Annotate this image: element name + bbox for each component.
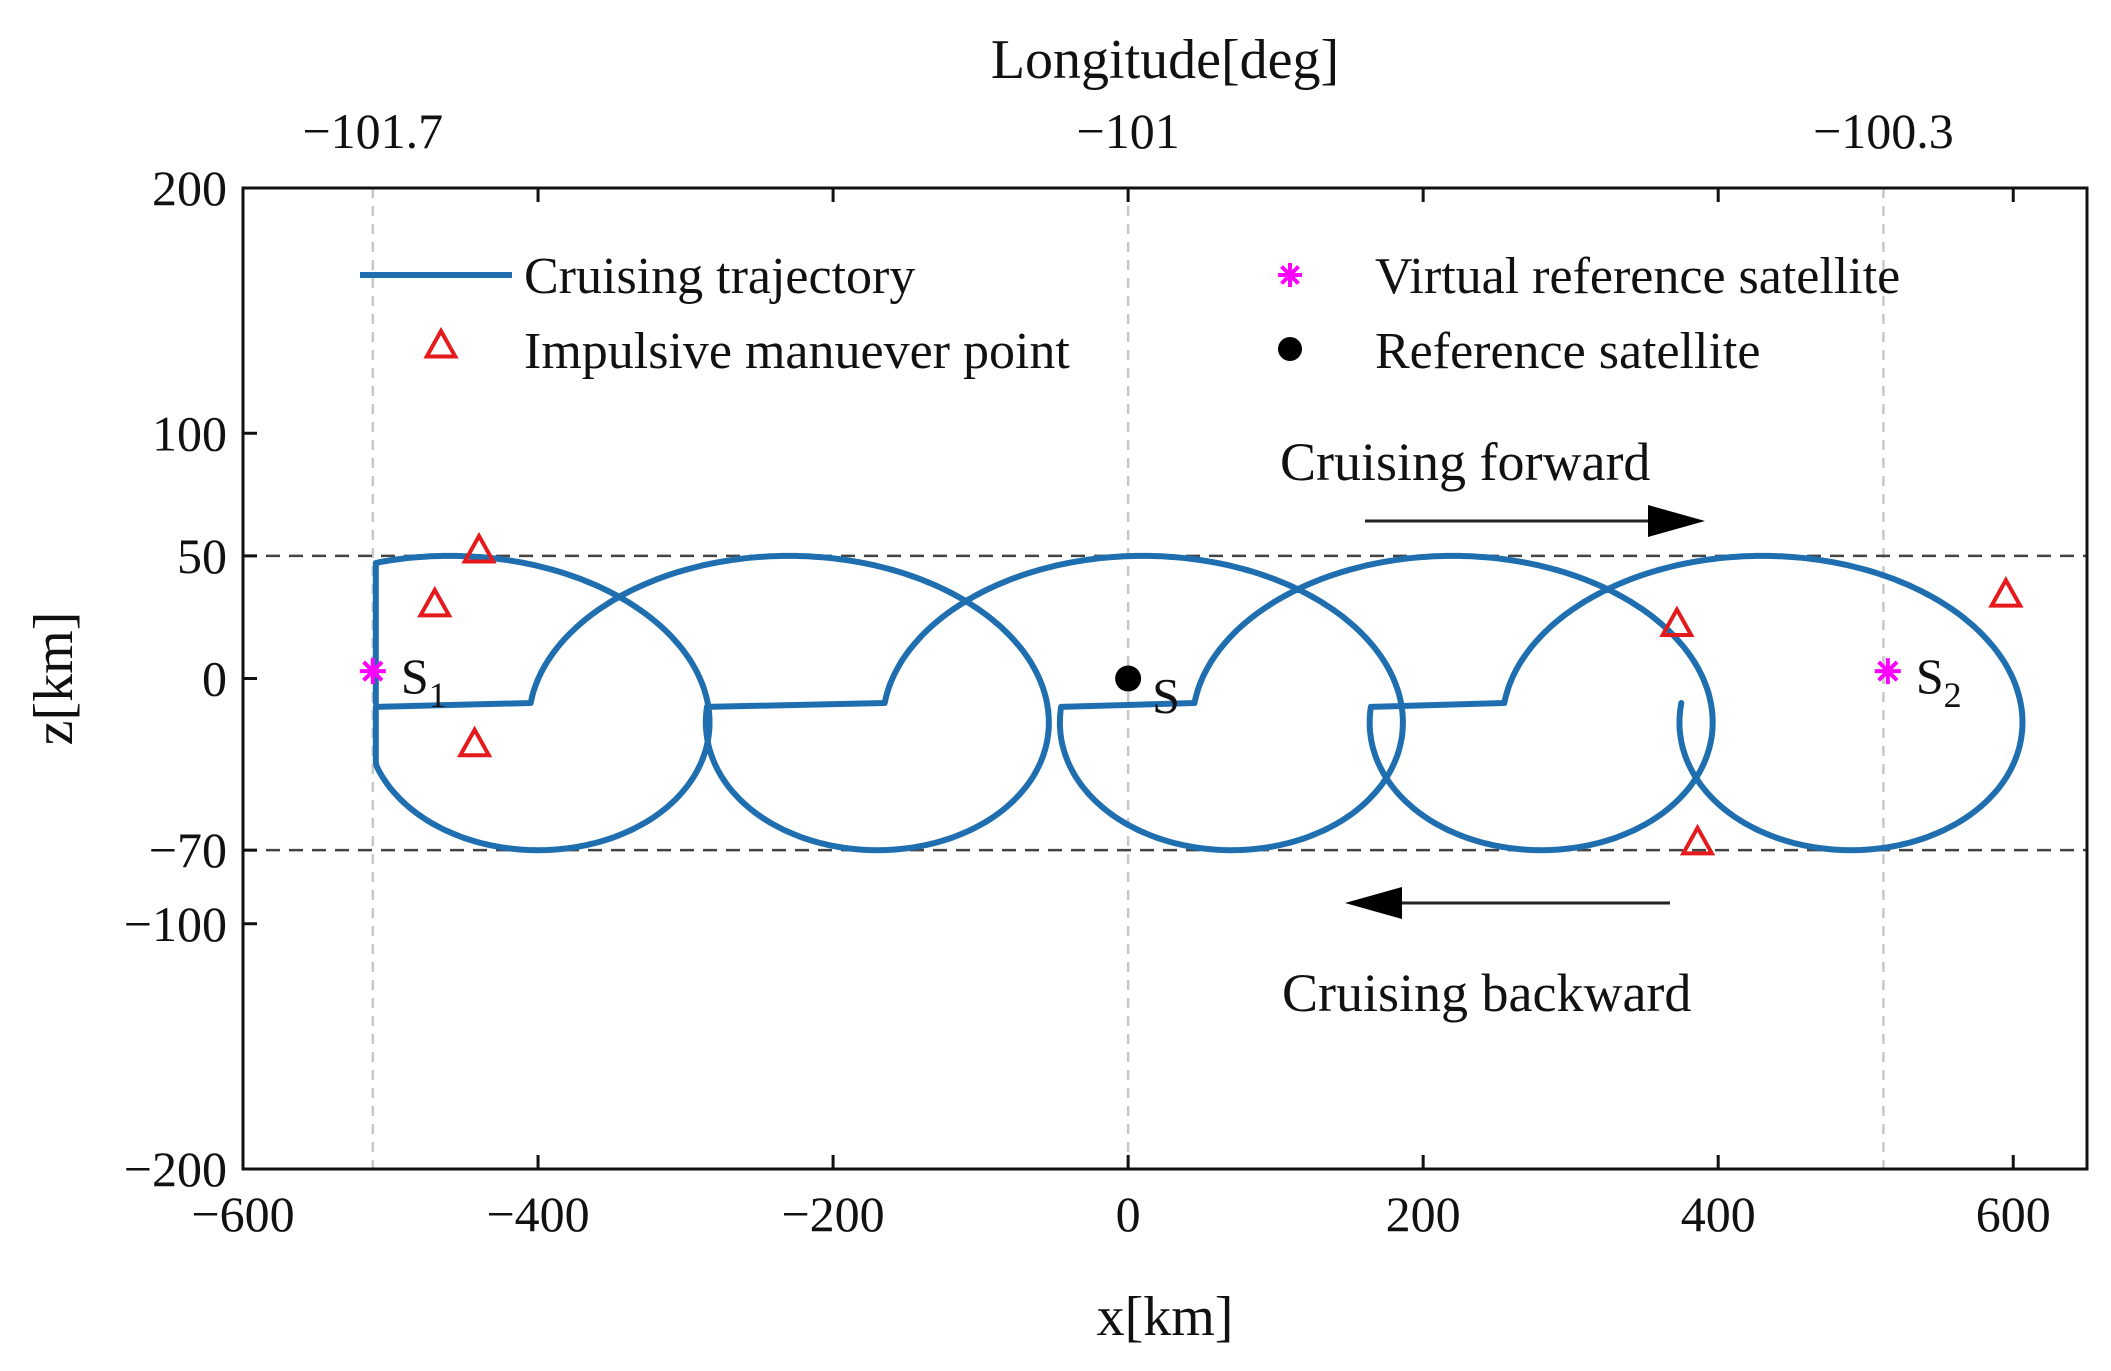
y-tick-label: 50 xyxy=(177,528,227,584)
virtual-satellite-marker xyxy=(359,658,386,685)
maneuver-triangle xyxy=(1679,823,1716,856)
maneuver-triangle xyxy=(417,585,453,618)
asterisk-stroke xyxy=(1280,265,1300,285)
x-tick-label: −200 xyxy=(781,1186,884,1242)
legend-label-maneuver: Impulsive manuever point xyxy=(524,323,1070,380)
x-tick-label: 200 xyxy=(1386,1186,1461,1242)
maneuver-triangle xyxy=(461,531,497,564)
legend-label-virtual: Virtual reference satellite xyxy=(1375,248,1900,305)
y-tick-label: 100 xyxy=(152,405,227,461)
x-axis: −600 −400 −200 0 200 400 600 xyxy=(191,188,2051,1242)
top-tick-label: −101.7 xyxy=(302,103,443,159)
y-tick-label: 200 xyxy=(152,160,227,216)
y-axis-title: z[km] xyxy=(23,612,85,746)
virtual-satellite-label: S2 xyxy=(1916,648,1962,715)
top-axis-title: Longitude[deg] xyxy=(991,29,1339,91)
direction-annotations: Cruising forward Cruising backward xyxy=(1280,432,1705,1023)
y-tick-label: 0 xyxy=(202,651,227,707)
asterisk-stroke xyxy=(1877,660,1899,682)
x-tick-label: 600 xyxy=(1976,1186,2051,1242)
arrow-left-icon xyxy=(1345,887,1402,919)
reference-satellite-group: S xyxy=(1115,665,1180,724)
legend-asterisk-marker xyxy=(1278,263,1302,287)
x-tick-label: −600 xyxy=(191,1186,294,1242)
reference-satellite-marker xyxy=(1115,665,1142,692)
arrow-right-icon xyxy=(1648,505,1705,537)
maneuver-triangle xyxy=(1988,576,2024,608)
top-tick-label: −100.3 xyxy=(1813,103,1954,159)
asterisk-stroke xyxy=(362,660,384,682)
legend-label-reference: Reference satellite xyxy=(1375,323,1760,380)
annotation-cruising-forward: Cruising forward xyxy=(1280,432,1650,492)
virtual-reference-satellites: S1 S2 xyxy=(359,648,1962,715)
maneuver-triangle xyxy=(456,725,493,758)
x-tick-label: 400 xyxy=(1681,1186,1756,1242)
y-tick-label: −200 xyxy=(124,1141,227,1197)
y-axis: −200 −100 −70 0 50 100 200 xyxy=(124,160,257,1197)
maneuver-points xyxy=(417,531,2024,856)
legend: Cruising trajectory Impulsive manuever p… xyxy=(360,248,1900,380)
triangle-icon xyxy=(423,326,459,359)
cruising-trajectory-line xyxy=(372,552,2026,854)
asterisk-icon xyxy=(1278,263,1302,287)
x-tick-label: 0 xyxy=(1116,1186,1141,1242)
x-axis-title: x[km] xyxy=(1097,1286,1234,1348)
virtual-satellite-letter: S xyxy=(401,648,429,704)
y-tick-label: −100 xyxy=(124,896,227,952)
legend-label-trajectory: Cruising trajectory xyxy=(524,248,915,305)
reference-satellite-label: S xyxy=(1152,668,1180,724)
virtual-satellite-subscript: 1 xyxy=(429,675,447,715)
maneuver-triangle xyxy=(1659,605,1695,638)
top-axis: −101.7 −101 −100.3 xyxy=(302,103,1953,159)
top-tick-label: −101 xyxy=(1077,103,1180,159)
x-tick-label: −400 xyxy=(486,1186,589,1242)
annotation-cruising-backward: Cruising backward xyxy=(1282,963,1691,1023)
virtual-satellite-subscript: 2 xyxy=(1944,675,1962,715)
virtual-satellite-label: S1 xyxy=(401,648,447,715)
virtual-satellite-marker xyxy=(1874,658,1901,685)
y-tick-label: −70 xyxy=(149,822,227,878)
virtual-satellite-letter: S xyxy=(1916,648,1944,704)
dot-icon xyxy=(1278,337,1302,361)
